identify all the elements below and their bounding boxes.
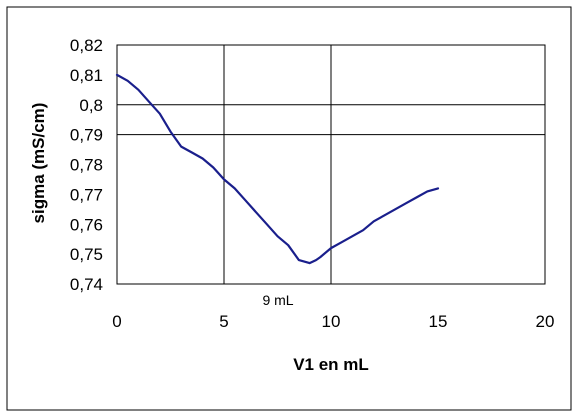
y-axis-tick-labels: 0,74 0,75 0,76 0,77 0,78 0,79 0,8 0,81 0,82 — [70, 36, 103, 294]
x-tick-label: 20 — [536, 312, 555, 331]
y-tick-label: 0,75 — [70, 245, 103, 264]
y-tick-label: 0,8 — [79, 96, 103, 115]
series-line — [115, 73, 440, 265]
x-axis-tick-labels: 0 5 10 15 20 — [112, 312, 554, 331]
annotation-label: 9 mL — [262, 292, 293, 308]
y-tick-label: 0,81 — [70, 66, 103, 85]
data-series — [115, 73, 440, 265]
y-tick-label: 0,79 — [70, 126, 103, 145]
x-tick-label: 0 — [112, 312, 121, 331]
y-tick-label: 0,76 — [70, 215, 103, 234]
y-tick-label: 0,74 — [70, 275, 103, 294]
y-tick-label: 0,78 — [70, 156, 103, 175]
y-tick-label: 0,77 — [70, 185, 103, 204]
x-tick-label: 15 — [429, 312, 448, 331]
y-axis-title: sigma (mS/cm) — [29, 103, 48, 224]
gridlines — [117, 45, 545, 284]
y-tick-label: 0,82 — [70, 36, 103, 55]
x-tick-label: 10 — [322, 312, 341, 331]
x-axis-title: V1 en mL — [293, 355, 369, 374]
x-tick-label: 5 — [219, 312, 228, 331]
